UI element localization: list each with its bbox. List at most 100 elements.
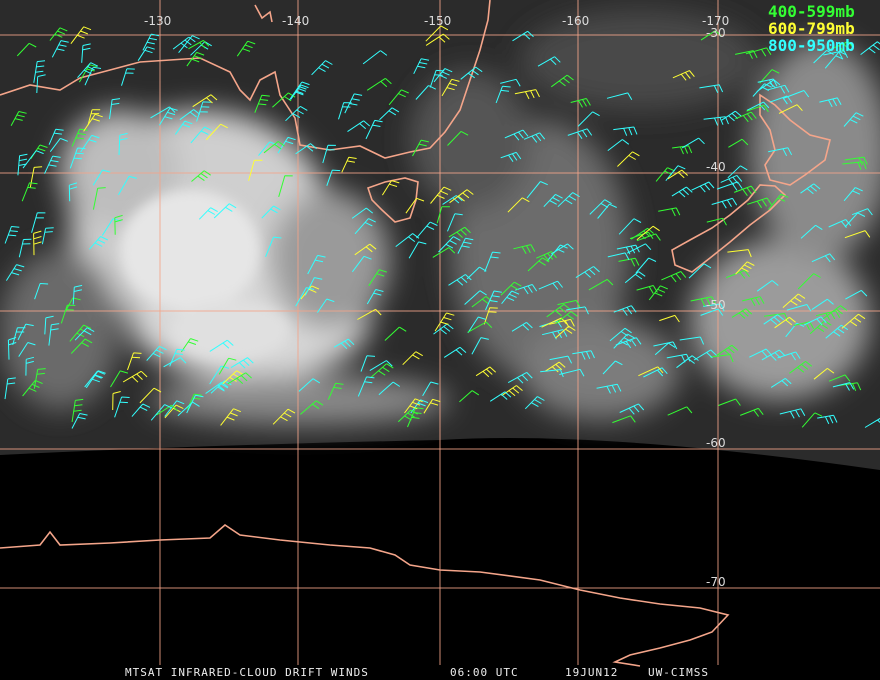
wind-barb: [549, 355, 573, 364]
wind-barb: [191, 170, 211, 182]
wind-barb: [537, 56, 561, 67]
wind-barb: [541, 329, 568, 340]
wind-barb: [648, 285, 668, 301]
wind-barb: [381, 180, 400, 196]
wind-barb: [198, 207, 218, 220]
wind-barb: [716, 344, 739, 356]
longitude-label: -160: [562, 14, 589, 28]
wind-barb: [588, 278, 614, 291]
wind-barb: [300, 400, 324, 415]
wind-barb: [415, 85, 437, 100]
wind-barb: [636, 225, 660, 241]
wind-barb: [843, 112, 864, 127]
wind-barb: [832, 382, 855, 391]
wind-barb: [749, 348, 772, 358]
wind-barb: [577, 111, 600, 127]
wind-barb: [357, 308, 382, 320]
wind-barb: [285, 105, 308, 122]
wind-barb: [33, 230, 42, 256]
wind-barb: [851, 208, 873, 216]
wind-barb: [607, 139, 630, 151]
wind-barb: [524, 396, 545, 410]
wind-barb: [71, 128, 88, 147]
wind-barb: [192, 94, 218, 108]
wind-barb: [809, 320, 832, 335]
wind-barb: [654, 342, 676, 356]
wind-barb: [801, 412, 823, 428]
wind-barb: [767, 84, 790, 94]
wind-barb: [84, 370, 105, 388]
wind-barb: [278, 175, 293, 198]
wind-barb: [4, 377, 16, 400]
wind-barb: [150, 106, 176, 119]
graticule: [0, 0, 880, 665]
wind-barb: [158, 107, 178, 126]
wind-barb: [745, 47, 772, 57]
wind-barb: [597, 203, 617, 219]
wind-barb: [441, 78, 460, 97]
wind-barb: [413, 58, 430, 75]
wind-barb: [727, 165, 748, 179]
wind-barb: [711, 197, 738, 209]
wind-barb: [80, 134, 100, 153]
wind-barb: [295, 143, 317, 155]
wind-barb: [778, 104, 803, 114]
wind-barb: [467, 316, 486, 334]
wind-barb: [92, 187, 106, 210]
wind-barb: [139, 387, 162, 404]
wind-barb: [815, 310, 841, 321]
wind-barb: [89, 236, 109, 250]
wind-barb: [384, 326, 407, 341]
wind-barb: [822, 305, 848, 320]
wind-barb: [81, 43, 91, 63]
wind-barb: [679, 336, 705, 345]
wind-barb: [71, 413, 88, 429]
wind-barb: [619, 403, 645, 415]
wind-barb: [643, 367, 668, 378]
wind-barb: [844, 230, 871, 239]
wind-barb: [727, 249, 752, 258]
wind-barb: [404, 398, 423, 414]
wind-barb: [84, 66, 102, 86]
wind-barb: [388, 89, 409, 106]
wind-barb: [536, 251, 557, 262]
latitude-label: -70: [706, 575, 726, 589]
coastline: [0, 0, 491, 159]
wind-barb: [690, 296, 716, 307]
wind-barb: [844, 212, 866, 228]
wind-barb: [825, 324, 849, 339]
wind-barb: [186, 51, 205, 67]
wind-barb: [557, 192, 580, 208]
wind-barb: [448, 226, 471, 238]
wind-barb: [433, 68, 453, 83]
wind-barb: [613, 305, 637, 316]
wind-barb: [422, 381, 439, 397]
wind-barb: [289, 81, 310, 101]
wind-barb: [304, 277, 323, 296]
wind-barb: [817, 414, 838, 425]
wind-barb: [142, 33, 160, 51]
wind-barb: [829, 41, 854, 53]
wind-barb: [782, 293, 806, 308]
wind-barb: [635, 257, 657, 274]
wind-barb: [298, 378, 321, 392]
wind-barb: [272, 92, 296, 108]
wind-barb: [179, 109, 201, 121]
wind-barb: [407, 407, 424, 428]
wind-barb: [354, 243, 377, 256]
wind-barb: [150, 404, 173, 421]
wind-barb: [811, 253, 836, 263]
wind-barb: [735, 261, 755, 275]
wind-barb: [92, 169, 111, 186]
wind-barb: [25, 356, 35, 376]
labels: -130 -140 -150 -160 -170-30 -40 -50 -60 -70 400-5…: [125, 2, 855, 679]
wind-barb: [254, 94, 270, 113]
wind-barb: [70, 26, 92, 45]
wind-barb: [613, 126, 638, 136]
coastlines: [0, 0, 831, 667]
clouds: [0, 10, 880, 425]
wind-barb: [555, 311, 578, 325]
wind-barb: [485, 290, 502, 311]
wind-barb: [688, 263, 712, 279]
wind-barb: [500, 151, 522, 162]
